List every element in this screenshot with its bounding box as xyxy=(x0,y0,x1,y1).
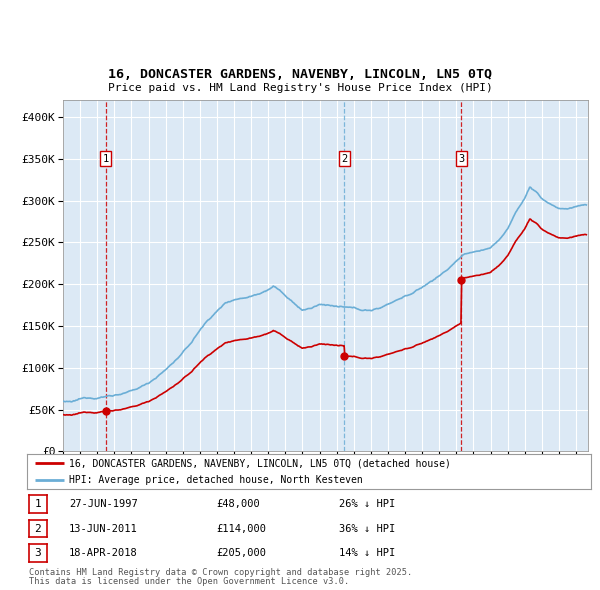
Text: Price paid vs. HM Land Registry's House Price Index (HPI): Price paid vs. HM Land Registry's House … xyxy=(107,83,493,93)
Text: 2: 2 xyxy=(341,154,347,164)
Text: 3: 3 xyxy=(34,548,41,558)
Text: Contains HM Land Registry data © Crown copyright and database right 2025.: Contains HM Land Registry data © Crown c… xyxy=(29,568,412,577)
Text: 2: 2 xyxy=(34,524,41,533)
Text: 13-JUN-2011: 13-JUN-2011 xyxy=(69,524,138,533)
Text: 26% ↓ HPI: 26% ↓ HPI xyxy=(339,499,395,509)
Text: £48,000: £48,000 xyxy=(216,499,260,509)
Text: 1: 1 xyxy=(103,154,109,164)
Text: 1: 1 xyxy=(34,499,41,509)
Text: 36% ↓ HPI: 36% ↓ HPI xyxy=(339,524,395,533)
Text: HPI: Average price, detached house, North Kesteven: HPI: Average price, detached house, Nort… xyxy=(70,474,363,484)
Text: £114,000: £114,000 xyxy=(216,524,266,533)
Text: 3: 3 xyxy=(458,154,464,164)
Text: 27-JUN-1997: 27-JUN-1997 xyxy=(69,499,138,509)
Text: 14% ↓ HPI: 14% ↓ HPI xyxy=(339,548,395,558)
Text: 18-APR-2018: 18-APR-2018 xyxy=(69,548,138,558)
Text: £205,000: £205,000 xyxy=(216,548,266,558)
Text: 16, DONCASTER GARDENS, NAVENBY, LINCOLN, LN5 0TQ (detached house): 16, DONCASTER GARDENS, NAVENBY, LINCOLN,… xyxy=(70,458,451,468)
Text: This data is licensed under the Open Government Licence v3.0.: This data is licensed under the Open Gov… xyxy=(29,578,349,586)
Text: 16, DONCASTER GARDENS, NAVENBY, LINCOLN, LN5 0TQ: 16, DONCASTER GARDENS, NAVENBY, LINCOLN,… xyxy=(108,68,492,81)
